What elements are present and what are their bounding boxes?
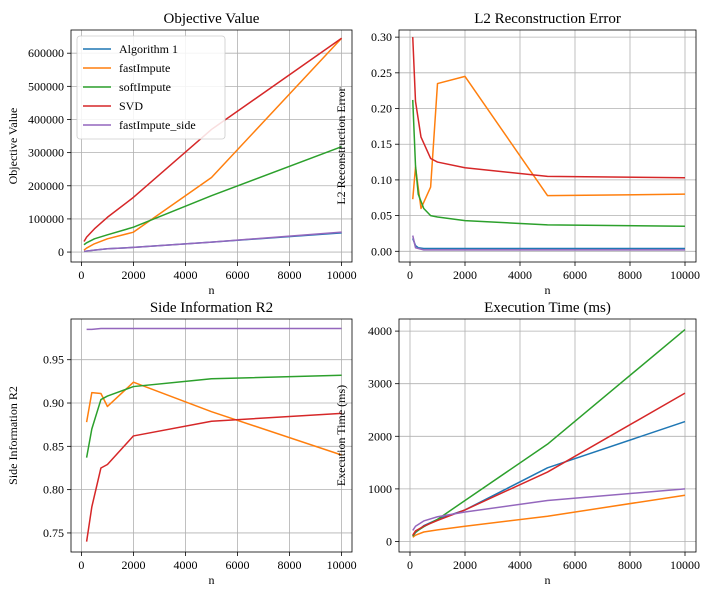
y-tick-label: 0.10 — [371, 173, 392, 187]
x-tick-label: 4000 — [173, 268, 197, 282]
series-line-softimpute — [412, 328, 686, 537]
x-axis-label: n — [545, 573, 551, 587]
y-tick-label: 1000 — [368, 482, 392, 496]
y-tick-label: 0.00 — [371, 244, 392, 258]
x-tick-label: 4000 — [508, 268, 532, 282]
y-tick-label: 0.30 — [371, 30, 392, 44]
series-line-fastimpute-side — [83, 231, 342, 253]
y-tick-label: 600000 — [28, 46, 64, 60]
x-tick-label: 6000 — [226, 268, 250, 282]
y-tick-label: 0.25 — [371, 66, 392, 80]
x-tick-label: 2000 — [453, 558, 477, 572]
y-tick-label: 100000 — [28, 212, 64, 226]
x-tick-label: 0 — [407, 268, 413, 282]
legend: Algorithm 1 fastImpute softImpute SVD fastIm… — [76, 35, 226, 140]
axes-frame — [398, 318, 697, 553]
y-tick-label: 0.90 — [43, 396, 64, 410]
x-tick-label: 10000 — [670, 558, 700, 572]
axes-frame — [398, 29, 697, 263]
y-tick-label: 0.75 — [43, 526, 64, 540]
legend-box — [76, 35, 226, 140]
x-tick-label: 8000 — [618, 268, 642, 282]
y-tick-label: 0.80 — [43, 483, 64, 497]
x-tick-label: 2000 — [121, 558, 145, 572]
x-tick-label: 4000 — [173, 558, 197, 572]
y-tick-label: 0.85 — [43, 439, 64, 453]
x-tick-label: 2000 — [121, 268, 145, 282]
y-axis-label: Execution Time (ms) — [334, 385, 348, 486]
series-line-fastimpute-side — [86, 327, 342, 331]
x-tick-label: 10000 — [670, 268, 700, 282]
y-axis-label: Side Information R2 — [6, 386, 20, 485]
series-line-algorithm-1 — [412, 420, 686, 537]
y-axis-label: L2 Reconstruction Error — [334, 87, 348, 204]
y-tick-label: 0.20 — [371, 102, 392, 116]
x-tick-label: 2000 — [453, 268, 477, 282]
y-axis-label: Objective Value — [6, 108, 20, 185]
chart-title: Execution Time (ms) — [484, 300, 611, 316]
series-line-fastimpute-side — [412, 488, 686, 531]
legend-label: fastImpute_side — [119, 118, 196, 132]
series-line-algorithm-1 — [412, 238, 685, 250]
x-tick-label: 0 — [78, 268, 84, 282]
series-line-svd — [412, 392, 686, 536]
x-axis-label: n — [545, 283, 551, 297]
x-tick-label: 10000 — [327, 558, 357, 572]
chart-title: L2 Reconstruction Error — [474, 11, 621, 27]
subplot-3: 0 2000 4000 6000 8000 10000 0.75 0.80 0.85 0.90 0.… — [6, 300, 357, 587]
y-tick-label: 0.15 — [371, 137, 392, 151]
x-tick-label: 10000 — [327, 268, 357, 282]
subplot-1: 0 2000 4000 6000 8000 10000010000020000030000… — [6, 11, 357, 297]
x-tick-label: 6000 — [226, 558, 250, 572]
axes-frame — [70, 29, 353, 263]
x-tick-label: 8000 — [278, 558, 302, 572]
y-tick-label: 0.95 — [43, 353, 64, 367]
x-tick-label: 6000 — [563, 558, 587, 572]
series-line-fastimpute — [83, 37, 343, 251]
chart-title: Objective Value — [164, 11, 260, 27]
y-tick-label: 3000 — [368, 377, 392, 391]
y-tick-label: 300000 — [28, 146, 64, 160]
x-tick-label: 8000 — [618, 558, 642, 572]
x-tick-label: 0 — [78, 558, 84, 572]
series-line-fastimpute — [412, 494, 686, 538]
x-axis-label: n — [209, 573, 215, 587]
x-tick-label: 4000 — [508, 558, 532, 572]
y-tick-label: 2000 — [368, 429, 392, 443]
x-tick-label: 0 — [407, 558, 413, 572]
series-line-softimpute — [412, 99, 686, 228]
legend-label: Algorithm 1 — [119, 42, 178, 56]
subplot-4: 0 2000 4000 6000 8000 10000 0 1000 2000 3000 4000 E… — [334, 300, 700, 587]
x-tick-label: 6000 — [563, 268, 587, 282]
y-tick-label: 400000 — [28, 112, 64, 126]
legend-label: SVD — [119, 99, 143, 113]
y-tick-label: 0.05 — [371, 209, 392, 223]
y-tick-label: 0 — [58, 245, 64, 259]
series-line-softimpute — [83, 145, 342, 246]
y-tick-label: 0 — [386, 534, 392, 548]
series-line-softimpute — [85, 374, 342, 458]
y-tick-label: 500000 — [28, 79, 64, 93]
legend-label: softImpute — [119, 80, 171, 94]
series-line-svd — [85, 412, 342, 542]
x-tick-label: 8000 — [278, 268, 302, 282]
chart-title: Side Information R2 — [150, 300, 273, 316]
subplot-2: 0 2000 4000 6000 8000 10000 0.00 0.05 0.10 0.15 0.… — [334, 11, 700, 297]
series-line-svd — [412, 37, 686, 179]
legend-label: fastImpute — [119, 61, 170, 75]
y-tick-label: 4000 — [368, 324, 392, 338]
x-axis-label: n — [209, 283, 215, 297]
series-line-fastimpute — [85, 381, 342, 456]
axes-frame — [70, 318, 353, 553]
y-tick-label: 200000 — [28, 179, 64, 193]
series-line-fastimpute — [412, 75, 686, 210]
series-line-fastimpute-side — [412, 235, 685, 251]
